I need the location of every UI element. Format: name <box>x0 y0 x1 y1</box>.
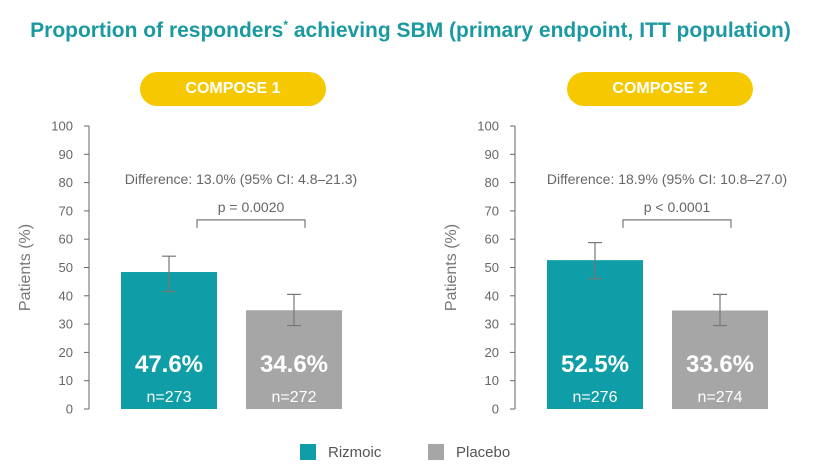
compose1-value-label: 47.6% <box>135 351 203 378</box>
compose2-tick-label: 100 <box>477 119 499 134</box>
compose1-difference-annotation: Difference: 13.0% (95% CI: 4.8–21.3) <box>125 171 357 187</box>
compose1-tick-label: 40 <box>59 288 73 303</box>
compose2-tick-label: 40 <box>485 288 499 303</box>
compose2-p-value: p < 0.0001 <box>644 199 711 215</box>
compose2-bar-placebo <box>672 310 768 409</box>
compose2-tick-label: 80 <box>485 175 499 190</box>
compose2-y-axis-label: Patients (%) <box>443 224 460 311</box>
compose1-tick-label: 60 <box>59 232 73 247</box>
legend-swatch-placebo <box>428 444 444 460</box>
legend-label-placebo: Placebo <box>456 443 511 461</box>
legend: Rizmoic Placebo <box>0 440 821 464</box>
compose1-title-pill: COMPOSE 1 <box>140 72 326 106</box>
chart-title: Proportion of responders* achieving SBM … <box>0 18 821 43</box>
compose1-tick-label: 20 <box>59 345 73 360</box>
compose2-significance-bracket <box>622 219 732 228</box>
compose1-n-label: n=272 <box>272 389 317 406</box>
compose1-tick-label: 70 <box>59 203 73 218</box>
compose2-tick-label: 30 <box>485 317 499 332</box>
compose1-tick-label: 10 <box>59 373 73 388</box>
legend-item-placebo: Placebo <box>428 440 510 464</box>
title-rest: achieving SBM (primary endpoint, ITT pop… <box>288 19 791 42</box>
compose1-bar-rizmoic <box>121 272 217 409</box>
compose1-y-axis-label: Patients (%) <box>17 224 34 311</box>
compose2-value-label: 33.6% <box>686 351 754 378</box>
compose2-n-label: n=276 <box>573 389 618 406</box>
compose1-tick-label: 0 <box>66 402 73 417</box>
compose2-tick-label: 60 <box>485 232 499 247</box>
legend-label-rizmoic: Rizmoic <box>328 443 382 461</box>
compose2-tick-label: 90 <box>485 147 499 162</box>
compose1-tick-label: 50 <box>59 260 73 275</box>
compose2-bar-rizmoic <box>547 260 643 409</box>
compose1-tick-label: 100 <box>51 119 73 134</box>
compose1-bar-placebo <box>246 310 342 409</box>
compose2-title-pill: COMPOSE 2 <box>567 72 753 106</box>
compose2-difference-annotation: Difference: 18.9% (95% CI: 10.8–27.0) <box>547 171 787 187</box>
compose1-p-value: p = 0.0020 <box>218 199 285 215</box>
title-asterisk: * <box>283 18 288 32</box>
compose1-tick-label: 90 <box>59 147 73 162</box>
compose1-tick-label: 30 <box>59 317 73 332</box>
compose1-significance-bracket <box>196 219 306 228</box>
compose1-value-label: 34.6% <box>260 351 328 378</box>
title-text: Proportion of responders <box>30 19 284 42</box>
compose2-n-label: n=274 <box>698 389 743 406</box>
compose2-tick-label: 0 <box>492 402 499 417</box>
compose2-value-label: 52.5% <box>561 351 629 378</box>
compose2-tick-label: 20 <box>485 345 499 360</box>
compose1-tick-label: 80 <box>59 175 73 190</box>
compose2-tick-label: 50 <box>485 260 499 275</box>
legend-item-rizmoic: Rizmoic <box>300 440 381 464</box>
compose2-tick-label: 70 <box>485 203 499 218</box>
compose1-n-label: n=273 <box>147 389 192 406</box>
legend-swatch-rizmoic <box>300 444 316 460</box>
compose2-tick-label: 10 <box>485 373 499 388</box>
